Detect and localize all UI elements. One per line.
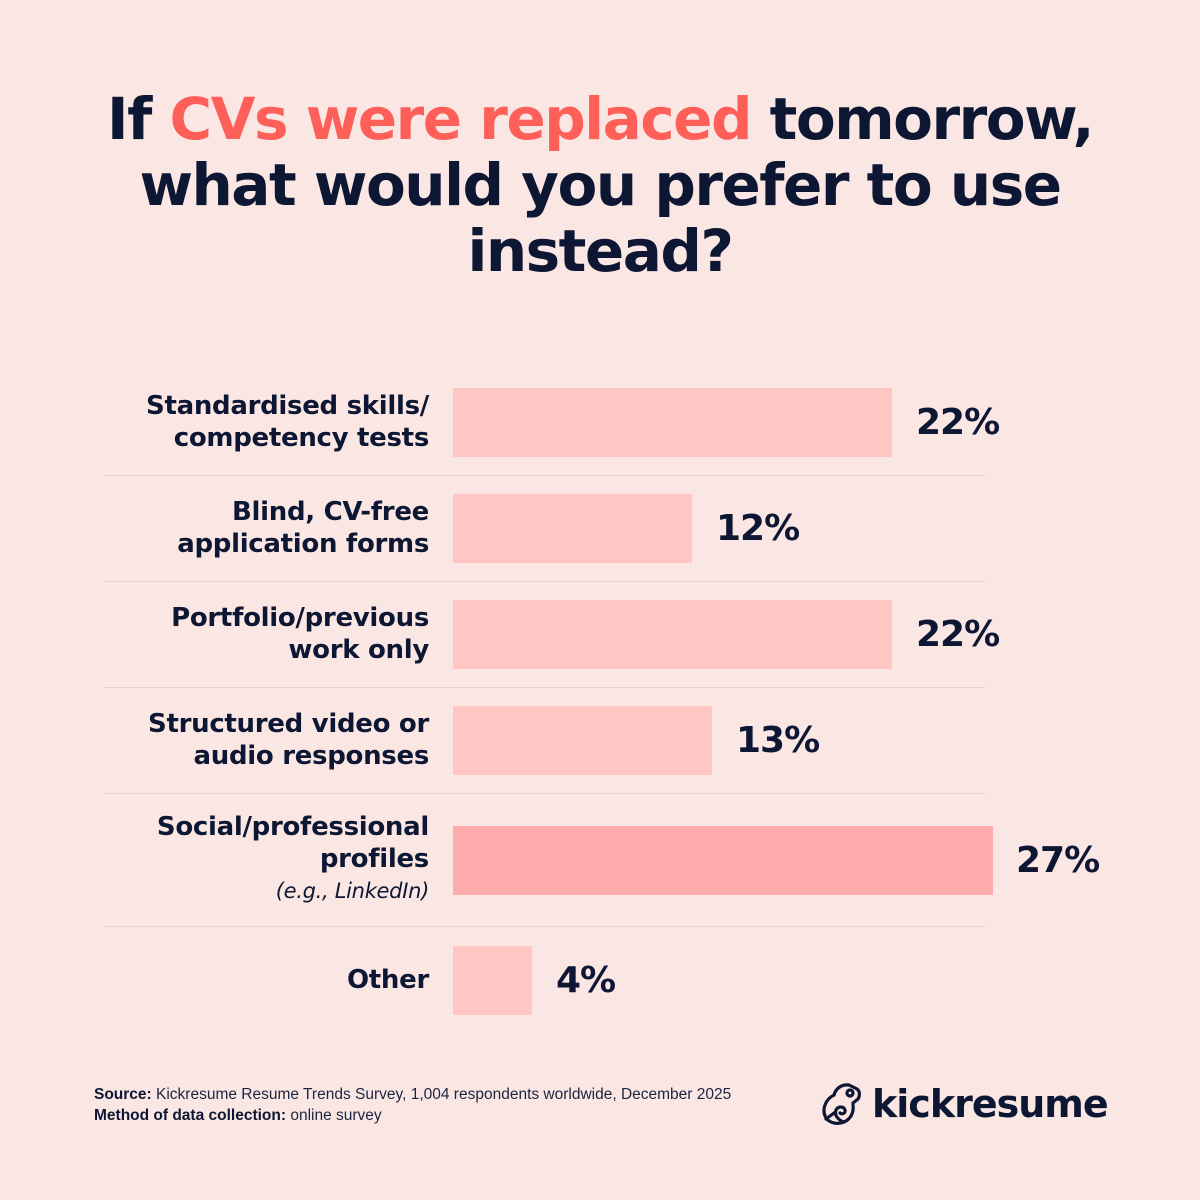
label-note: (e.g., LinkedIn) [275, 879, 430, 903]
brand-name: kickresume [872, 1082, 1109, 1126]
row-divider [104, 687, 985, 688]
label-line: Social/professional [156, 812, 429, 842]
bar-other [453, 946, 532, 1015]
bar-social-profiles [453, 826, 993, 895]
value-label: 22% [916, 614, 1000, 655]
category-label: Structured video or audio responses [148, 708, 429, 772]
method-line: Method of data collection: online survey [94, 1105, 731, 1126]
label-line: application forms [177, 529, 429, 559]
label-line: Blind, CV-free [232, 497, 429, 527]
row-divider [104, 926, 985, 927]
label-line: competency tests [173, 423, 430, 453]
category-label: Standardised skills/ competency tests [146, 390, 429, 454]
value-label: 4% [556, 960, 616, 1001]
title-highlight: CVs were replaced [169, 85, 753, 153]
label-line: Standardised skills/ [146, 391, 429, 421]
row-divider [104, 581, 985, 582]
method-label: Method of data collection: [94, 1107, 287, 1124]
value-label: 22% [916, 402, 1000, 443]
bar-chart: Standardised skills/ competency tests 22… [104, 388, 1100, 1015]
bar-video-audio [453, 706, 712, 775]
value-label: 27% [1016, 840, 1100, 881]
label-line: work only [288, 635, 429, 665]
value-label: 12% [716, 508, 800, 549]
category-label: Other [347, 964, 429, 996]
label-line: profiles [319, 844, 429, 874]
bar-standardised-tests [453, 388, 892, 457]
category-label: Blind, CV-free application forms [177, 496, 429, 560]
bar-blind-forms [453, 494, 692, 563]
category-label: Social/professional profiles (e.g., Link… [157, 811, 429, 907]
source-label: Source: [94, 1086, 152, 1103]
label-line: audio responses [193, 741, 430, 771]
label-line: Structured video or [148, 709, 429, 739]
source-line: Source: Kickresume Resume Trends Survey,… [94, 1084, 731, 1105]
source-text: Kickresume Resume Trends Survey, 1,004 r… [151, 1086, 732, 1103]
row-divider [104, 793, 985, 794]
label-line: Portfolio/previous [171, 603, 429, 633]
chameleon-logo-icon [822, 1083, 861, 1125]
row-divider [104, 475, 985, 476]
chart-title: If CVs were replaced tomorrow, what woul… [60, 86, 1140, 284]
source-note: Source: Kickresume Resume Trends Survey,… [94, 1084, 731, 1126]
brand-logo: kickresume [820, 1080, 1109, 1128]
method-text: online survey [286, 1107, 382, 1124]
category-label: Portfolio/previous work only [171, 602, 429, 666]
value-label: 13% [736, 720, 820, 761]
title-prefix: If [107, 85, 170, 153]
label-line: Other [347, 965, 429, 995]
bar-portfolio [453, 600, 892, 669]
title-suffix: tomorrow, what would you prefer to use i… [139, 85, 1094, 285]
